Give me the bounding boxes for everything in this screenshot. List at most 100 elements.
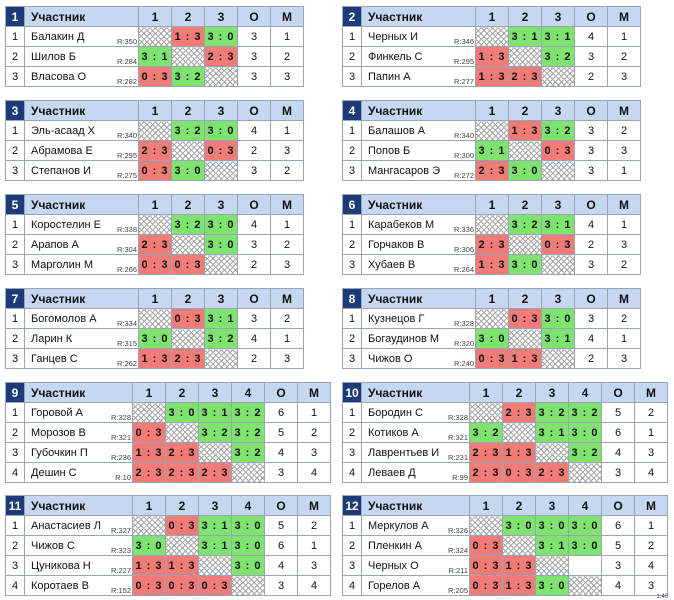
- participant-name[interactable]: Горовой А R:328: [24, 402, 133, 423]
- points-value: 4: [601, 575, 635, 596]
- group-number: 4: [342, 100, 362, 121]
- score-cell-win: 3 : 0: [138, 328, 172, 349]
- participant-name[interactable]: Карабеков М R:336: [361, 214, 476, 235]
- participant-name[interactable]: Черных О R:211: [361, 555, 470, 576]
- participant-name[interactable]: Абрамова Е R:295: [24, 140, 139, 161]
- score-cell-win: 3 : 2: [198, 422, 232, 443]
- points-header: О: [237, 288, 271, 309]
- participant-name[interactable]: Черных И R:346: [361, 26, 476, 47]
- participant-name[interactable]: Чижов О R:240: [361, 348, 476, 369]
- participant-name-text: Папин А: [368, 70, 411, 83]
- participant-name-text: Горчаков В: [368, 238, 425, 251]
- place-value: 3: [634, 575, 668, 596]
- participant-name[interactable]: Бородин С R:328: [361, 402, 470, 423]
- participant-name[interactable]: Губочкин П R:236: [24, 442, 133, 463]
- score-cell-win: 3 : 1: [541, 26, 575, 47]
- score-cell-win: 3 : 1: [138, 46, 172, 67]
- participant-rating: R:10: [115, 473, 131, 482]
- points-value: 3: [237, 160, 271, 181]
- participant-name[interactable]: Мангасаров Э R:272: [361, 160, 476, 181]
- participant-name[interactable]: Цуникова Н R:227: [24, 555, 133, 576]
- row-index: 2: [5, 328, 25, 349]
- participant-rating: R:236: [110, 453, 131, 462]
- participant-name[interactable]: Финкель С R:295: [361, 46, 476, 67]
- participant-name[interactable]: Ганцев С R:262: [24, 348, 139, 369]
- self-match-cell: [171, 140, 205, 161]
- score-cell-win: 3 : 0: [165, 402, 199, 423]
- score-cell-loss: 1 : 3: [475, 254, 509, 275]
- participant-name[interactable]: Степанов И R:275: [24, 160, 139, 181]
- participant-name-text: Дешин С: [31, 466, 77, 479]
- participant-name[interactable]: Эль-асаад Х R:340: [24, 120, 139, 141]
- group-number: 3: [5, 100, 25, 121]
- participant-rating: R:315: [116, 339, 137, 348]
- row-index: 2: [5, 140, 25, 161]
- group-header: 4 Участник 1 2 3 О М: [342, 100, 641, 121]
- score-cell-loss: 0 : 3: [132, 422, 166, 443]
- participant-name[interactable]: Марголин М R:266: [24, 254, 139, 275]
- participant-name[interactable]: Попов Б R:300: [361, 140, 476, 161]
- points-header: О: [264, 382, 298, 403]
- place-value: 3: [607, 234, 641, 255]
- participant-name[interactable]: Арапов А R:304: [24, 234, 139, 255]
- place-value: 2: [297, 515, 331, 536]
- row-index: 1: [342, 402, 362, 423]
- participant-name[interactable]: Коротаев В R:152: [24, 575, 133, 596]
- score-cell-win: 3 : 0: [204, 214, 238, 235]
- participant-rating: R:295: [453, 57, 474, 66]
- participant-name[interactable]: Горчаков В R:306: [361, 234, 476, 255]
- participant-name-text: Меркулов А: [368, 519, 429, 532]
- participant-name[interactable]: Кузнецов Г R:328: [361, 308, 476, 329]
- place-value: 4: [297, 575, 331, 596]
- points-value: 5: [601, 402, 635, 423]
- points-value: 4: [264, 442, 298, 463]
- score-cell-loss: 0 : 3: [541, 234, 575, 255]
- score-cell-win: 3 : 0: [508, 254, 542, 275]
- score-cell-loss: 0 : 3: [204, 140, 238, 161]
- participant-name[interactable]: Шилов Б R:284: [24, 46, 139, 67]
- participant-name[interactable]: Меркулов А R:326: [361, 515, 470, 536]
- participant-name[interactable]: Балакин Д R:350: [24, 26, 139, 47]
- participant-name[interactable]: Морозов В R:321: [24, 422, 133, 443]
- row-index: 3: [5, 555, 25, 576]
- participant-name[interactable]: Хубаев В R:264: [361, 254, 476, 275]
- place-value: 2: [634, 402, 668, 423]
- points-value: 3: [264, 575, 298, 596]
- place-value: 2: [270, 46, 304, 67]
- participant-name-text: Балашов А: [368, 124, 426, 137]
- participant-rating: R:227: [110, 566, 131, 575]
- participant-name[interactable]: Котиков А R:321: [361, 422, 470, 443]
- participant-name-text: Чижов С: [31, 539, 75, 552]
- participant-name[interactable]: Папин А R:277: [361, 66, 476, 87]
- participant-name[interactable]: Лаврентьев И R:231: [361, 442, 470, 463]
- score-cell-win: 3 : 0: [231, 515, 265, 536]
- participant-name-text: Анастасиев Л: [31, 519, 101, 532]
- score-cell-win: 3 : 0: [568, 535, 602, 556]
- participant-name[interactable]: Коростелин Е R:338: [24, 214, 139, 235]
- place-header: М: [607, 194, 641, 215]
- opponent-col-header: 3: [541, 6, 575, 27]
- participant-name[interactable]: Балашов А R:340: [361, 120, 476, 141]
- participant-name[interactable]: Леваев Д R:99: [361, 462, 470, 483]
- participant-name[interactable]: Ларин К R:315: [24, 328, 139, 349]
- participant-name[interactable]: Богаудинов М R:320: [361, 328, 476, 349]
- place-header: М: [634, 382, 668, 403]
- participant-name[interactable]: Горелов А R:205: [361, 575, 470, 596]
- participant-name[interactable]: Богомолов А R:334: [24, 308, 139, 329]
- self-match-cell: [231, 462, 265, 483]
- group-number: 10: [342, 382, 362, 403]
- participant-name-text: Карабеков М: [368, 218, 435, 231]
- participant-name[interactable]: Анастасиев Л R:327: [24, 515, 133, 536]
- participant-name[interactable]: Власова О R:282: [24, 66, 139, 87]
- score-cell-win: 3 : 0: [204, 234, 238, 255]
- participant-name[interactable]: Дешин С R:10: [24, 462, 133, 483]
- participant-name[interactable]: Пленкин А R:324: [361, 535, 470, 556]
- participant-name[interactable]: Чижов С R:323: [24, 535, 133, 556]
- participant-name-text: Финкель С: [368, 50, 423, 63]
- row-index: 1: [5, 26, 25, 47]
